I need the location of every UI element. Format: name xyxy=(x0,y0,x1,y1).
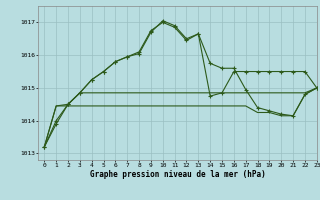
X-axis label: Graphe pression niveau de la mer (hPa): Graphe pression niveau de la mer (hPa) xyxy=(90,170,266,179)
